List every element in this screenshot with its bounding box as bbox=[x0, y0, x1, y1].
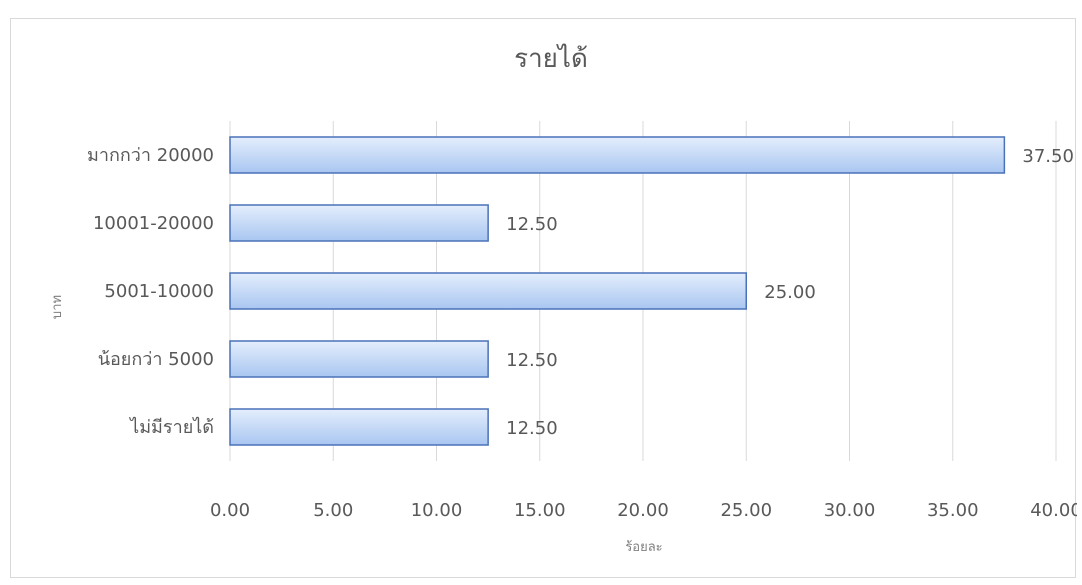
bar bbox=[229, 340, 489, 378]
data-label: 25.00 bbox=[764, 282, 816, 303]
x-tick-label: 40.00 bbox=[1030, 500, 1077, 521]
bar bbox=[229, 204, 489, 242]
category-label: 5001-10000 bbox=[104, 281, 214, 302]
x-tick-label: 25.00 bbox=[720, 500, 772, 521]
bar bbox=[229, 272, 747, 310]
x-axis-label: ร้อยละ bbox=[625, 540, 662, 555]
x-tick-label: 30.00 bbox=[824, 500, 876, 521]
bar-chart: รายได้ มากกว่า 20000 10001-20000 5001-1000… bbox=[50, 43, 1077, 555]
y-axis-label: บาท bbox=[50, 295, 65, 319]
category-label: ไม่มีรายได้ bbox=[128, 416, 214, 438]
x-tick-label: 10.00 bbox=[411, 500, 463, 521]
x-tick-label: 0.00 bbox=[210, 500, 250, 521]
category-label: น้อยกว่า 5000 bbox=[98, 349, 214, 370]
chart-frame: รายได้ มากกว่า 20000 10001-20000 5001-1000… bbox=[10, 18, 1077, 578]
data-label: 12.50 bbox=[506, 350, 558, 371]
data-label: 12.50 bbox=[506, 214, 558, 235]
x-tick-label: 35.00 bbox=[927, 500, 979, 521]
category-label: มากกว่า 20000 bbox=[87, 145, 214, 166]
bar bbox=[229, 408, 489, 446]
chart-title: รายได้ bbox=[514, 43, 588, 74]
x-tick-label: 5.00 bbox=[313, 500, 353, 521]
bar bbox=[229, 136, 1006, 174]
category-label: 10001-20000 bbox=[93, 213, 214, 234]
x-tick-label: 20.00 bbox=[617, 500, 669, 521]
data-label: 12.50 bbox=[506, 418, 558, 439]
x-tick-label: 15.00 bbox=[514, 500, 566, 521]
data-label: 37.50 bbox=[1022, 146, 1074, 167]
